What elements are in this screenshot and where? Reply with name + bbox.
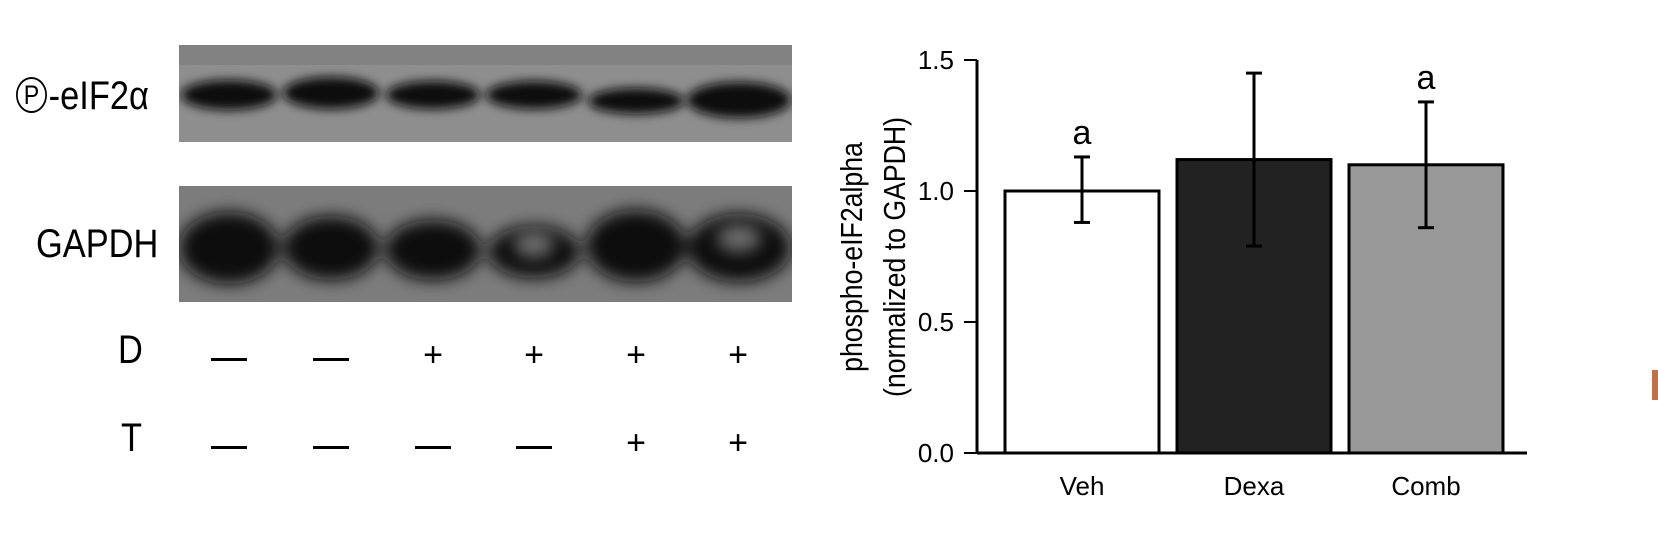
treatment-plus-d-3: + — [423, 336, 443, 374]
significance-label-comb: a — [1417, 59, 1436, 97]
bar-veh — [1003, 189, 1161, 455]
treatment-dash-t-4 — [516, 446, 552, 449]
treatment-dash-t-1 — [211, 446, 247, 449]
gapdh-blot-image — [179, 186, 792, 302]
y-tick-label-1.0: 1.0 — [918, 176, 954, 206]
peif2a-row-label: P -eIF2α — [16, 76, 149, 116]
y-tick-label-1.5: 1.5 — [918, 45, 954, 75]
treatment-plus-t-5: + — [626, 424, 646, 462]
treatment-dash-t-3 — [415, 446, 451, 449]
treatment-dash-t-2 — [313, 446, 349, 449]
treatment-dash-d-2 — [313, 358, 349, 361]
y-axis-label: phospho-eIF2alpha — [835, 141, 869, 372]
treatment-d-label: D — [118, 328, 143, 372]
x-tick-label-comb: Comb — [1391, 471, 1460, 501]
gapdh-row-label: GAPDH — [36, 222, 159, 266]
y-tick-label-0.0: 0.0 — [918, 438, 954, 468]
treatment-t-label: T — [121, 416, 143, 460]
treatment-plus-d-6: + — [728, 336, 748, 374]
y-axis-label-normalized: (normalized to GAPDH) — [878, 117, 912, 397]
peif2a-label-text: -eIF2α — [48, 74, 149, 118]
treatment-dash-d-1 — [211, 358, 247, 361]
edge-marker — [1652, 370, 1658, 400]
x-tick-label-dexa: Dexa — [1224, 471, 1285, 501]
y-tick-label-0.5: 0.5 — [918, 307, 954, 337]
peif2a-blot-image — [179, 45, 792, 142]
phospho-circle-icon: P — [16, 77, 47, 114]
treatment-plus-t-6: + — [728, 424, 748, 462]
x-tick-label-veh: Veh — [1060, 471, 1105, 501]
treatment-plus-d-5: + — [626, 336, 646, 374]
significance-label-veh: a — [1073, 114, 1092, 152]
treatment-plus-d-4: + — [524, 336, 544, 374]
